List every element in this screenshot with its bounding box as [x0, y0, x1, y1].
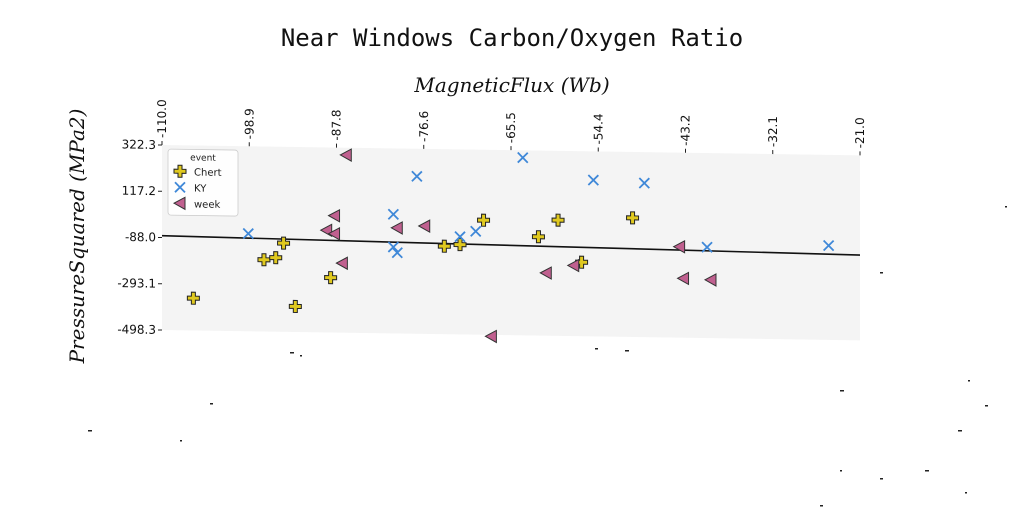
point-chert-0: [186, 291, 200, 305]
noise-speck: [968, 380, 970, 382]
point-week-11: [676, 271, 690, 286]
y-tick-label: 117.2: [122, 184, 156, 199]
trendline-layer: [161, 234, 861, 256]
legend-marker-ky: [174, 181, 186, 193]
series-week: [319, 148, 717, 344]
point-ky-11: [822, 239, 835, 252]
noise-speck: [880, 478, 883, 480]
x-axis-label: MagneticFlux (Wb): [413, 73, 609, 97]
data-points: [186, 148, 835, 344]
point-chert-5: [324, 271, 338, 285]
point-week-7: [484, 329, 497, 344]
point-ky-1: [387, 208, 399, 221]
y-tick-label: 322.3: [122, 137, 156, 152]
legend-label-chert: Chert: [194, 167, 222, 178]
point-chert-1: [257, 253, 271, 267]
x-tick-label: -43.2: [679, 115, 693, 146]
x-tick-label: -110.0: [155, 99, 169, 138]
point-ky-5: [454, 231, 466, 243]
y-tick-label: -88.0: [125, 230, 156, 244]
point-chert-6: [437, 239, 451, 253]
series-chert: [186, 211, 640, 313]
point-week-1: [327, 208, 341, 223]
point-chert-9: [531, 230, 545, 244]
point-ky-6: [470, 225, 482, 238]
point-week-12: [703, 273, 717, 287]
noise-speck: [880, 272, 883, 274]
point-week-8: [539, 266, 552, 280]
point-chert-3: [277, 236, 291, 250]
noise-speck: [965, 492, 967, 494]
noise-speck: [958, 430, 962, 432]
point-week-0: [339, 148, 352, 162]
point-ky-7: [517, 151, 529, 164]
noise-speck: [985, 405, 988, 407]
series-ky: [242, 151, 835, 259]
point-week-6: [417, 219, 431, 233]
point-chert-11: [575, 255, 589, 269]
scan-noise: [88, 206, 1007, 507]
point-week-3: [327, 226, 341, 241]
noise-speck: [300, 355, 302, 357]
legend-label-ky: KY: [194, 183, 207, 194]
legend-label-week: week: [194, 199, 220, 210]
noise-speck: [595, 348, 598, 350]
point-chert-8: [477, 213, 491, 227]
legend-marker-week: [172, 196, 186, 211]
y-tick-label: -498.3: [117, 322, 156, 337]
noise-speck: [925, 470, 929, 472]
noise-speck: [1005, 206, 1007, 208]
noise-speck: [290, 352, 294, 354]
x-tick-label: -76.6: [417, 111, 431, 142]
point-ky-3: [391, 247, 403, 259]
y-tick-label: -293.1: [117, 276, 156, 291]
x-tick-label: -98.9: [242, 108, 256, 139]
point-chert-12: [626, 211, 640, 225]
x-tick-label: -65.5: [504, 112, 518, 143]
point-ky-9: [638, 177, 650, 189]
noise-speck: [210, 403, 213, 405]
x-tick-label: -32.1: [766, 116, 780, 147]
point-chert-4: [288, 299, 302, 313]
plot-background: [162, 145, 860, 341]
legend-marker-chert: [173, 164, 187, 178]
point-week-5: [335, 256, 348, 271]
legend-title: event: [190, 153, 216, 163]
noise-speck: [840, 470, 842, 472]
plot-area: -110.0 -98.9 -87.8 -76.6 -65.5 -54.4 -43.2 -32.…: [117, 99, 867, 344]
x-tick-label: -54.4: [591, 113, 605, 144]
point-ky-2: [387, 241, 399, 253]
point-chert-2: [269, 251, 283, 265]
point-ky-4: [411, 170, 423, 183]
legend: event Chert KY week: [167, 148, 239, 217]
point-week-4: [390, 221, 403, 235]
point-ky-10: [701, 241, 713, 253]
noise-speck: [820, 505, 823, 507]
x-tick-label: -21.0: [853, 117, 867, 148]
x-axis-ticks: -110.0 -98.9 -87.8 -76.6 -65.5 -54.4 -43.2 -32.…: [155, 99, 867, 156]
legend-items: Chert KY week: [172, 164, 222, 211]
point-week-9: [566, 258, 580, 273]
x-tick-label: -87.8: [330, 109, 344, 140]
y-axis-label: PressureSquared (MPa2): [65, 109, 89, 365]
noise-speck: [840, 390, 844, 392]
noise-speck: [88, 430, 92, 432]
noise-speck: [180, 440, 182, 442]
y-axis-ticks: 322.3 117.2 -88.0 -293.1 -498.3: [117, 137, 162, 337]
point-chert-10: [551, 213, 565, 227]
point-chert-7: [453, 238, 467, 252]
point-ky-8: [587, 174, 599, 186]
noise-speck: [625, 350, 629, 352]
trend-line: [161, 234, 861, 256]
point-ky-0: [242, 227, 254, 240]
point-week-10: [672, 239, 686, 254]
chart-title: Near Windows Carbon/Oxygen Ratio: [281, 24, 743, 52]
